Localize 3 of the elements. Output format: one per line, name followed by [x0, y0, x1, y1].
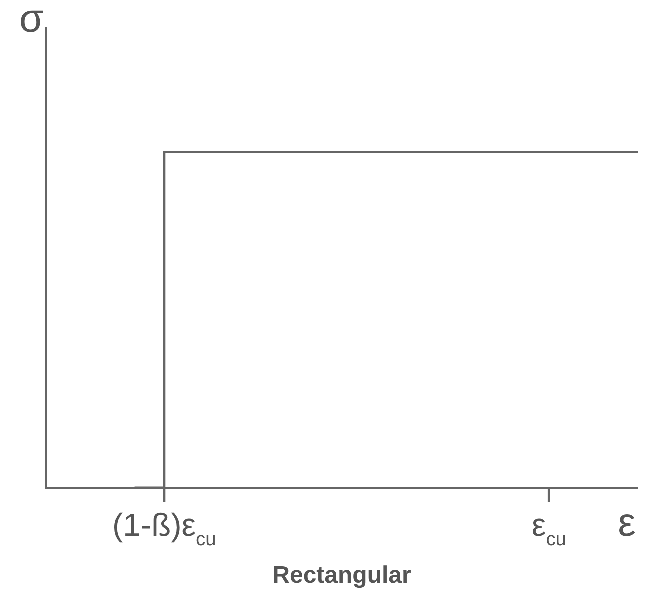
- text: Rectangular: [272, 562, 412, 589]
- y-axis-title: σ: [19, 0, 44, 41]
- x-axis-title: ε: [618, 501, 636, 545]
